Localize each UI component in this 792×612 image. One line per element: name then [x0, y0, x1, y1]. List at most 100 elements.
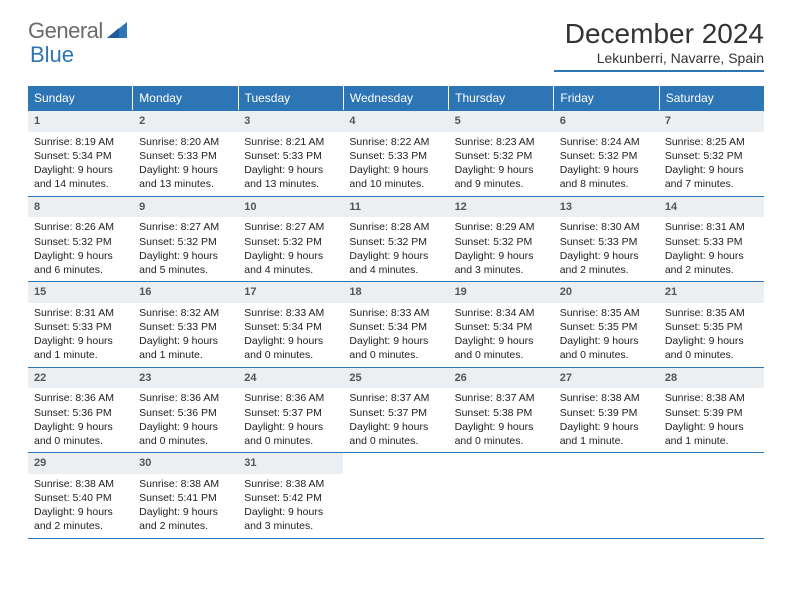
day-cell: 3Sunrise: 8:21 AMSunset: 5:33 PMDaylight… [238, 111, 343, 196]
day-cell: 22Sunrise: 8:36 AMSunset: 5:36 PMDayligh… [28, 368, 133, 453]
day-number: 7 [659, 111, 764, 132]
day-cell: 29Sunrise: 8:38 AMSunset: 5:40 PMDayligh… [28, 453, 133, 538]
dow-header: Thursday [449, 86, 554, 110]
day-number: 15 [28, 282, 133, 303]
logo-text-blue: Blue [30, 42, 74, 68]
day-number: 23 [133, 368, 238, 389]
day-cell: 31Sunrise: 8:38 AMSunset: 5:42 PMDayligh… [238, 453, 343, 538]
dow-header: Saturday [660, 86, 764, 110]
day-number: 12 [449, 197, 554, 218]
day-number: 3 [238, 111, 343, 132]
dow-header: Wednesday [344, 86, 449, 110]
day-text: Sunrise: 8:36 AMSunset: 5:36 PMDaylight:… [28, 390, 133, 452]
day-cell [449, 453, 554, 538]
dow-header: Tuesday [239, 86, 344, 110]
day-number: 10 [238, 197, 343, 218]
day-number: 2 [133, 111, 238, 132]
day-text: Sunrise: 8:26 AMSunset: 5:32 PMDaylight:… [28, 219, 133, 281]
logo-text-general: General [28, 18, 103, 44]
day-text: Sunrise: 8:38 AMSunset: 5:42 PMDaylight:… [238, 476, 343, 538]
days-of-week-row: SundayMondayTuesdayWednesdayThursdayFrid… [28, 86, 764, 110]
week-row: 22Sunrise: 8:36 AMSunset: 5:36 PMDayligh… [28, 367, 764, 453]
dow-header: Sunday [28, 86, 133, 110]
day-text: Sunrise: 8:25 AMSunset: 5:32 PMDaylight:… [659, 134, 764, 196]
day-text: Sunrise: 8:36 AMSunset: 5:37 PMDaylight:… [238, 390, 343, 452]
day-number: 11 [343, 197, 448, 218]
day-number: 25 [343, 368, 448, 389]
day-cell: 9Sunrise: 8:27 AMSunset: 5:32 PMDaylight… [133, 197, 238, 282]
day-cell: 2Sunrise: 8:20 AMSunset: 5:33 PMDaylight… [133, 111, 238, 196]
day-text: Sunrise: 8:22 AMSunset: 5:33 PMDaylight:… [343, 134, 448, 196]
day-number: 22 [28, 368, 133, 389]
day-number: 6 [554, 111, 659, 132]
day-cell: 1Sunrise: 8:19 AMSunset: 5:34 PMDaylight… [28, 111, 133, 196]
day-text: Sunrise: 8:24 AMSunset: 5:32 PMDaylight:… [554, 134, 659, 196]
day-text: Sunrise: 8:37 AMSunset: 5:37 PMDaylight:… [343, 390, 448, 452]
day-number: 20 [554, 282, 659, 303]
header: General December 2024 Lekunberri, Navarr… [0, 0, 792, 82]
day-number: 8 [28, 197, 133, 218]
day-number: 26 [449, 368, 554, 389]
day-cell: 18Sunrise: 8:33 AMSunset: 5:34 PMDayligh… [343, 282, 448, 367]
day-text: Sunrise: 8:21 AMSunset: 5:33 PMDaylight:… [238, 134, 343, 196]
day-text: Sunrise: 8:33 AMSunset: 5:34 PMDaylight:… [238, 305, 343, 367]
day-cell: 24Sunrise: 8:36 AMSunset: 5:37 PMDayligh… [238, 368, 343, 453]
day-cell: 15Sunrise: 8:31 AMSunset: 5:33 PMDayligh… [28, 282, 133, 367]
day-cell: 16Sunrise: 8:32 AMSunset: 5:33 PMDayligh… [133, 282, 238, 367]
day-text: Sunrise: 8:23 AMSunset: 5:32 PMDaylight:… [449, 134, 554, 196]
dow-header: Monday [133, 86, 238, 110]
day-text: Sunrise: 8:31 AMSunset: 5:33 PMDaylight:… [659, 219, 764, 281]
day-cell: 11Sunrise: 8:28 AMSunset: 5:32 PMDayligh… [343, 197, 448, 282]
location-label: Lekunberri, Navarre, Spain [554, 50, 764, 72]
day-cell: 25Sunrise: 8:37 AMSunset: 5:37 PMDayligh… [343, 368, 448, 453]
week-row: 8Sunrise: 8:26 AMSunset: 5:32 PMDaylight… [28, 196, 764, 282]
page-title: December 2024 [554, 18, 764, 50]
day-text: Sunrise: 8:28 AMSunset: 5:32 PMDaylight:… [343, 219, 448, 281]
day-number: 31 [238, 453, 343, 474]
day-cell: 28Sunrise: 8:38 AMSunset: 5:39 PMDayligh… [659, 368, 764, 453]
day-number: 19 [449, 282, 554, 303]
day-text: Sunrise: 8:35 AMSunset: 5:35 PMDaylight:… [659, 305, 764, 367]
day-number: 30 [133, 453, 238, 474]
day-number: 1 [28, 111, 133, 132]
day-number: 5 [449, 111, 554, 132]
day-cell: 6Sunrise: 8:24 AMSunset: 5:32 PMDaylight… [554, 111, 659, 196]
weeks-container: 1Sunrise: 8:19 AMSunset: 5:34 PMDaylight… [28, 110, 764, 539]
day-cell [554, 453, 659, 538]
day-cell [343, 453, 448, 538]
day-cell: 21Sunrise: 8:35 AMSunset: 5:35 PMDayligh… [659, 282, 764, 367]
day-text: Sunrise: 8:29 AMSunset: 5:32 PMDaylight:… [449, 219, 554, 281]
day-number: 24 [238, 368, 343, 389]
day-text: Sunrise: 8:19 AMSunset: 5:34 PMDaylight:… [28, 134, 133, 196]
day-cell: 30Sunrise: 8:38 AMSunset: 5:41 PMDayligh… [133, 453, 238, 538]
day-number: 21 [659, 282, 764, 303]
day-text: Sunrise: 8:32 AMSunset: 5:33 PMDaylight:… [133, 305, 238, 367]
day-text: Sunrise: 8:31 AMSunset: 5:33 PMDaylight:… [28, 305, 133, 367]
day-number: 28 [659, 368, 764, 389]
week-row: 1Sunrise: 8:19 AMSunset: 5:34 PMDaylight… [28, 110, 764, 196]
day-cell: 26Sunrise: 8:37 AMSunset: 5:38 PMDayligh… [449, 368, 554, 453]
day-text: Sunrise: 8:38 AMSunset: 5:39 PMDaylight:… [659, 390, 764, 452]
day-text: Sunrise: 8:27 AMSunset: 5:32 PMDaylight:… [133, 219, 238, 281]
logo-triangle-icon [107, 22, 127, 43]
day-cell: 10Sunrise: 8:27 AMSunset: 5:32 PMDayligh… [238, 197, 343, 282]
day-text: Sunrise: 8:27 AMSunset: 5:32 PMDaylight:… [238, 219, 343, 281]
logo: General [28, 18, 129, 44]
day-cell: 20Sunrise: 8:35 AMSunset: 5:35 PMDayligh… [554, 282, 659, 367]
title-block: December 2024 Lekunberri, Navarre, Spain [554, 18, 764, 72]
week-row: 29Sunrise: 8:38 AMSunset: 5:40 PMDayligh… [28, 452, 764, 539]
calendar: SundayMondayTuesdayWednesdayThursdayFrid… [28, 86, 764, 539]
day-number: 14 [659, 197, 764, 218]
day-cell: 17Sunrise: 8:33 AMSunset: 5:34 PMDayligh… [238, 282, 343, 367]
day-number: 18 [343, 282, 448, 303]
day-text: Sunrise: 8:38 AMSunset: 5:40 PMDaylight:… [28, 476, 133, 538]
day-text: Sunrise: 8:38 AMSunset: 5:39 PMDaylight:… [554, 390, 659, 452]
day-number: 16 [133, 282, 238, 303]
day-text: Sunrise: 8:30 AMSunset: 5:33 PMDaylight:… [554, 219, 659, 281]
day-cell: 4Sunrise: 8:22 AMSunset: 5:33 PMDaylight… [343, 111, 448, 196]
day-number: 4 [343, 111, 448, 132]
day-text: Sunrise: 8:36 AMSunset: 5:36 PMDaylight:… [133, 390, 238, 452]
day-text: Sunrise: 8:34 AMSunset: 5:34 PMDaylight:… [449, 305, 554, 367]
day-cell: 27Sunrise: 8:38 AMSunset: 5:39 PMDayligh… [554, 368, 659, 453]
day-cell: 14Sunrise: 8:31 AMSunset: 5:33 PMDayligh… [659, 197, 764, 282]
